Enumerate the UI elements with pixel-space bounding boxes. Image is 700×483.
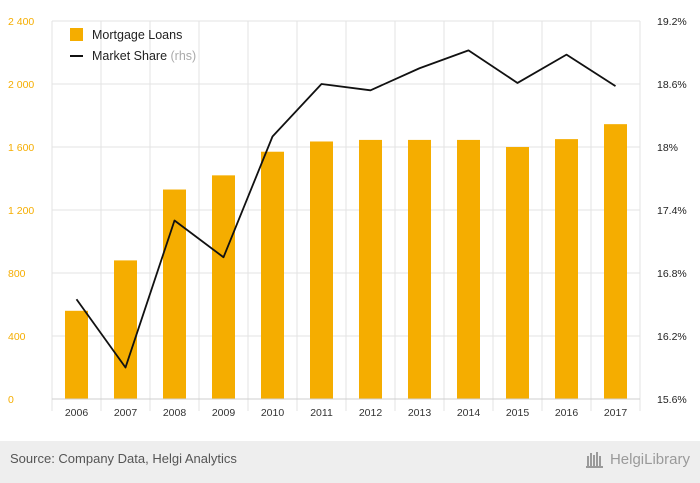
helgi-library-logo[interactable]: HelgiLibrary [585,450,690,468]
x-tick-label: 2010 [261,407,285,419]
y-left-tick-label: 2 400 [8,16,34,28]
bar-mortgage-loans [261,151,284,399]
legend-label-market-share: Market Share (rhs) [92,49,196,63]
y-right-tick-label: 18% [657,142,678,154]
legend-swatch-mortgage-loans [70,28,83,41]
y-left-tick-label: 1 600 [8,142,34,154]
bar-mortgage-loans [506,147,529,399]
x-tick-label: 2013 [408,407,432,419]
library-icon [585,452,603,468]
bar-mortgage-loans [114,260,137,399]
x-tick-label: 2009 [212,407,236,419]
x-tick-label: 2011 [310,407,333,419]
bar-mortgage-loans [65,310,88,399]
bar-mortgage-loans [163,189,186,399]
brand-name: HelgiLibrary [609,450,690,468]
line-market-share [75,49,616,369]
y-right-tick-label: 16.2% [657,331,687,343]
y-left-tick-label: 1 200 [8,205,34,217]
y-left-tick-label: 800 [8,268,26,280]
x-tick-label: 2016 [555,407,579,419]
source-note: Source: Company Data, Helgi Analytics [10,451,237,466]
y-right-tick-label: 18.6% [657,79,687,91]
bar-mortgage-loans [359,139,382,399]
y-right-tick-label: 19.2% [657,16,687,28]
y-right-tick-label: 17.4% [657,205,687,217]
y-right-tick-label: 15.6% [657,394,687,406]
legend-label-mortgage-loans: Mortgage Loans [92,28,182,42]
x-tick-label: 2007 [114,407,138,419]
x-tick-label: 2015 [506,407,530,419]
y-left-tick-label: 400 [8,331,26,343]
y-right-tick-label: 16.8% [657,268,687,280]
bar-mortgage-loans [310,141,333,400]
bar-mortgage-loans [604,124,627,399]
bar-mortgage-loans [457,139,480,399]
y-left-tick-label: 0 [8,394,14,406]
footer-bar: Source: Company Data, Helgi Analytics He… [0,441,700,483]
x-tick-label: 2012 [359,407,383,419]
bar-mortgage-loans [408,139,431,399]
legend-rhs-suffix: (rhs) [171,49,197,63]
x-tick-label: 2014 [457,407,481,419]
bar-mortgage-loans [555,139,578,399]
x-tick-label: 2017 [604,407,628,419]
x-tick-label: 2008 [163,407,187,419]
x-tick-label: 2006 [65,407,89,419]
y-left-tick-label: 2 000 [8,79,34,91]
bar-mortgage-loans [212,175,235,399]
combo-chart: 0 400 800 1 200 1 600 2 000 2 400 15.6% 16.2% 16.… [8,16,687,419]
